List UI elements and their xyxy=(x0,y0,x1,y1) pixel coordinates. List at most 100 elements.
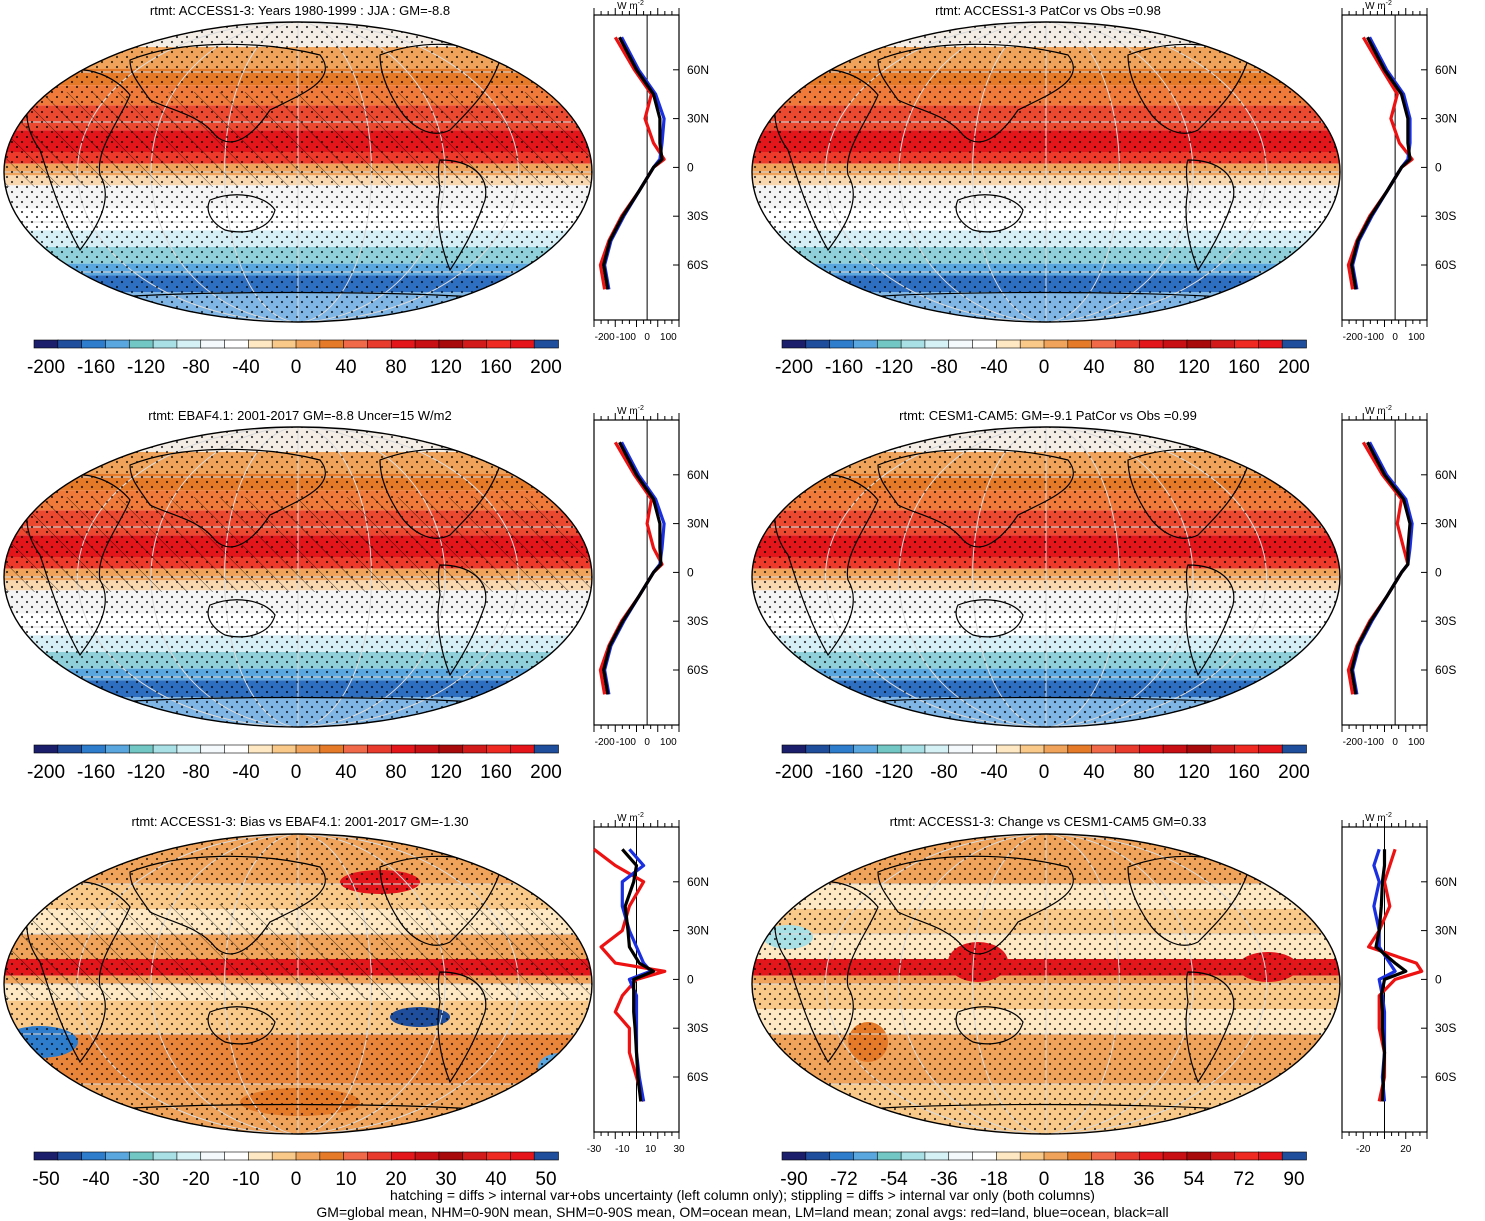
colorbar-tick-label: 160 xyxy=(480,357,512,378)
stippling xyxy=(752,427,1340,727)
units-label: W m-2 xyxy=(617,405,644,417)
zonal-x-tick-label: -200 xyxy=(1343,332,1363,343)
lat-tick-label: 0 xyxy=(687,972,694,986)
colorbar-tick-label: -40 xyxy=(232,762,259,783)
colorbar-tick-label: 18 xyxy=(1083,1169,1104,1190)
zonal-mean-plot: W m-2 -30 -10 10 30 60N 30N 0 30S 60S xyxy=(587,812,709,1155)
colorbar-swatch xyxy=(876,744,902,754)
zonal-series-all xyxy=(601,36,664,290)
colorbar-swatch xyxy=(33,744,59,754)
colorbar-swatch xyxy=(1281,744,1307,754)
lat-tick-label: 30N xyxy=(687,112,709,126)
zonal-x-tick-label: 100 xyxy=(660,737,677,748)
zonal-x-tick-label: -200 xyxy=(1343,737,1363,748)
colorbar: -90 -72 -54 -36 -18 0 18 36 54 72 90 xyxy=(780,1151,1307,1190)
colorbar: -50 -40 -30 -20 -10 0 10 20 30 40 50 xyxy=(32,1151,559,1190)
units-label: W m-2 xyxy=(617,0,644,12)
colorbar-swatch xyxy=(57,339,83,349)
colorbar-swatch xyxy=(948,1151,974,1161)
lat-tick-label: 30S xyxy=(687,209,708,223)
colorbar-swatch xyxy=(128,339,154,349)
colorbar-swatch xyxy=(829,1151,855,1161)
colorbar-tick-label: 0 xyxy=(291,357,302,378)
units-label: W m-2 xyxy=(1365,0,1392,12)
colorbar-swatch xyxy=(781,1151,807,1161)
map-title: rtmt: ACCESS1-3: Years 1980-1999 : JJA :… xyxy=(149,3,451,18)
colorbar-swatch xyxy=(1162,339,1188,349)
zonal-x-tick-label: 0 xyxy=(644,737,650,748)
lat-tick-label: 60S xyxy=(687,663,708,677)
colorbar-swatch xyxy=(1019,1151,1045,1161)
colorbar-swatch xyxy=(900,744,926,754)
colorbar-swatch xyxy=(1186,1151,1212,1161)
colorbar-swatch xyxy=(1258,1151,1283,1161)
colorbar-tick-label: 36 xyxy=(1133,1169,1154,1190)
colorbar: -200 -160 -120 -80 -40 0 40 80 120 160 200 xyxy=(27,339,562,378)
coastline xyxy=(955,599,1024,638)
zonal-series-all xyxy=(621,848,656,1102)
colorbar-tick-label: -200 xyxy=(27,357,65,378)
coastline xyxy=(877,43,1074,143)
colorbar-swatch xyxy=(900,339,926,349)
zonal-x-tick-label: -100 xyxy=(1364,737,1384,748)
colorbar: -200 -160 -120 -80 -40 0 40 80 120 160 200 xyxy=(775,339,1310,378)
colorbar-swatch xyxy=(152,744,178,754)
colorbar-swatch xyxy=(295,744,321,754)
units-label: W m-2 xyxy=(1365,812,1392,824)
colorbar-swatch xyxy=(1138,744,1164,754)
colorbar-swatch xyxy=(1138,339,1164,349)
colorbar-tick-label: 120 xyxy=(1178,357,1210,378)
panel-graphics: -200 -160 -120 -80 -40 0 40 80 120 160 200 W m-2 -20… xyxy=(751,0,1457,378)
colorbar-swatch xyxy=(1043,339,1069,349)
colorbar-swatch xyxy=(924,744,950,754)
colorbar-swatch xyxy=(996,1151,1021,1161)
coastline xyxy=(437,971,487,1084)
colorbar-swatch xyxy=(1091,1151,1117,1161)
colorbar-swatch xyxy=(1210,1151,1236,1161)
colorbar-swatch xyxy=(1067,1151,1093,1161)
colorbar: -200 -160 -120 -80 -40 0 40 80 120 160 200 xyxy=(775,744,1310,783)
colorbar-swatch xyxy=(462,339,488,349)
colorbar-tick-label: 40 xyxy=(1083,762,1104,783)
colorbar-swatch xyxy=(972,339,998,349)
colorbar-swatch xyxy=(781,744,807,754)
coastline xyxy=(26,880,131,1064)
lat-tick-label: 30N xyxy=(1435,517,1457,531)
colorbar-tick-label: -160 xyxy=(77,762,115,783)
colorbar-swatch xyxy=(510,744,535,754)
map-outline xyxy=(3,833,593,1135)
colorbar-tick-label: 0 xyxy=(1039,762,1050,783)
lat-tick-label: 60N xyxy=(687,63,709,77)
colorbar-swatch xyxy=(486,744,512,754)
lat-tick-label: 30S xyxy=(687,614,708,628)
colorbar-tick-label: -160 xyxy=(825,357,863,378)
map-title: rtmt: ACCESS1-3 PatCor vs Obs =0.98 xyxy=(935,3,1161,18)
colorbar-tick-label: 54 xyxy=(1183,1169,1205,1190)
colorbar-swatch xyxy=(200,339,226,349)
colorbar-swatch xyxy=(781,339,807,349)
colorbar-swatch xyxy=(1186,744,1212,754)
colorbar-swatch xyxy=(924,339,950,349)
colorbar-tick-label: 160 xyxy=(1228,762,1260,783)
colorbar-swatch xyxy=(438,339,464,349)
colorbar-swatch xyxy=(996,744,1021,754)
colorbar-swatch xyxy=(972,744,998,754)
colorbar-swatch xyxy=(900,1151,926,1161)
zonal-x-tick-label: 100 xyxy=(1408,332,1425,343)
zonal-x-tick-label: -100 xyxy=(616,332,636,343)
colorbar-swatch xyxy=(367,744,393,754)
colorbar-swatch xyxy=(924,1151,950,1161)
map-field xyxy=(4,834,592,1134)
colorbar-swatch xyxy=(829,744,855,754)
stippling xyxy=(752,22,1340,322)
colorbar-swatch xyxy=(176,1151,202,1161)
colorbar-swatch xyxy=(248,339,273,349)
colorbar-swatch xyxy=(319,1151,345,1161)
colorbar-tick-label: -160 xyxy=(825,762,863,783)
coastline xyxy=(955,1006,1024,1045)
colorbar-tick-label: -120 xyxy=(127,357,165,378)
colorbar-tick-label: 200 xyxy=(530,762,562,783)
colorbar-tick-label: 50 xyxy=(535,1169,556,1190)
colorbar-swatch xyxy=(853,1151,879,1161)
field-anomaly xyxy=(20,1120,180,1134)
